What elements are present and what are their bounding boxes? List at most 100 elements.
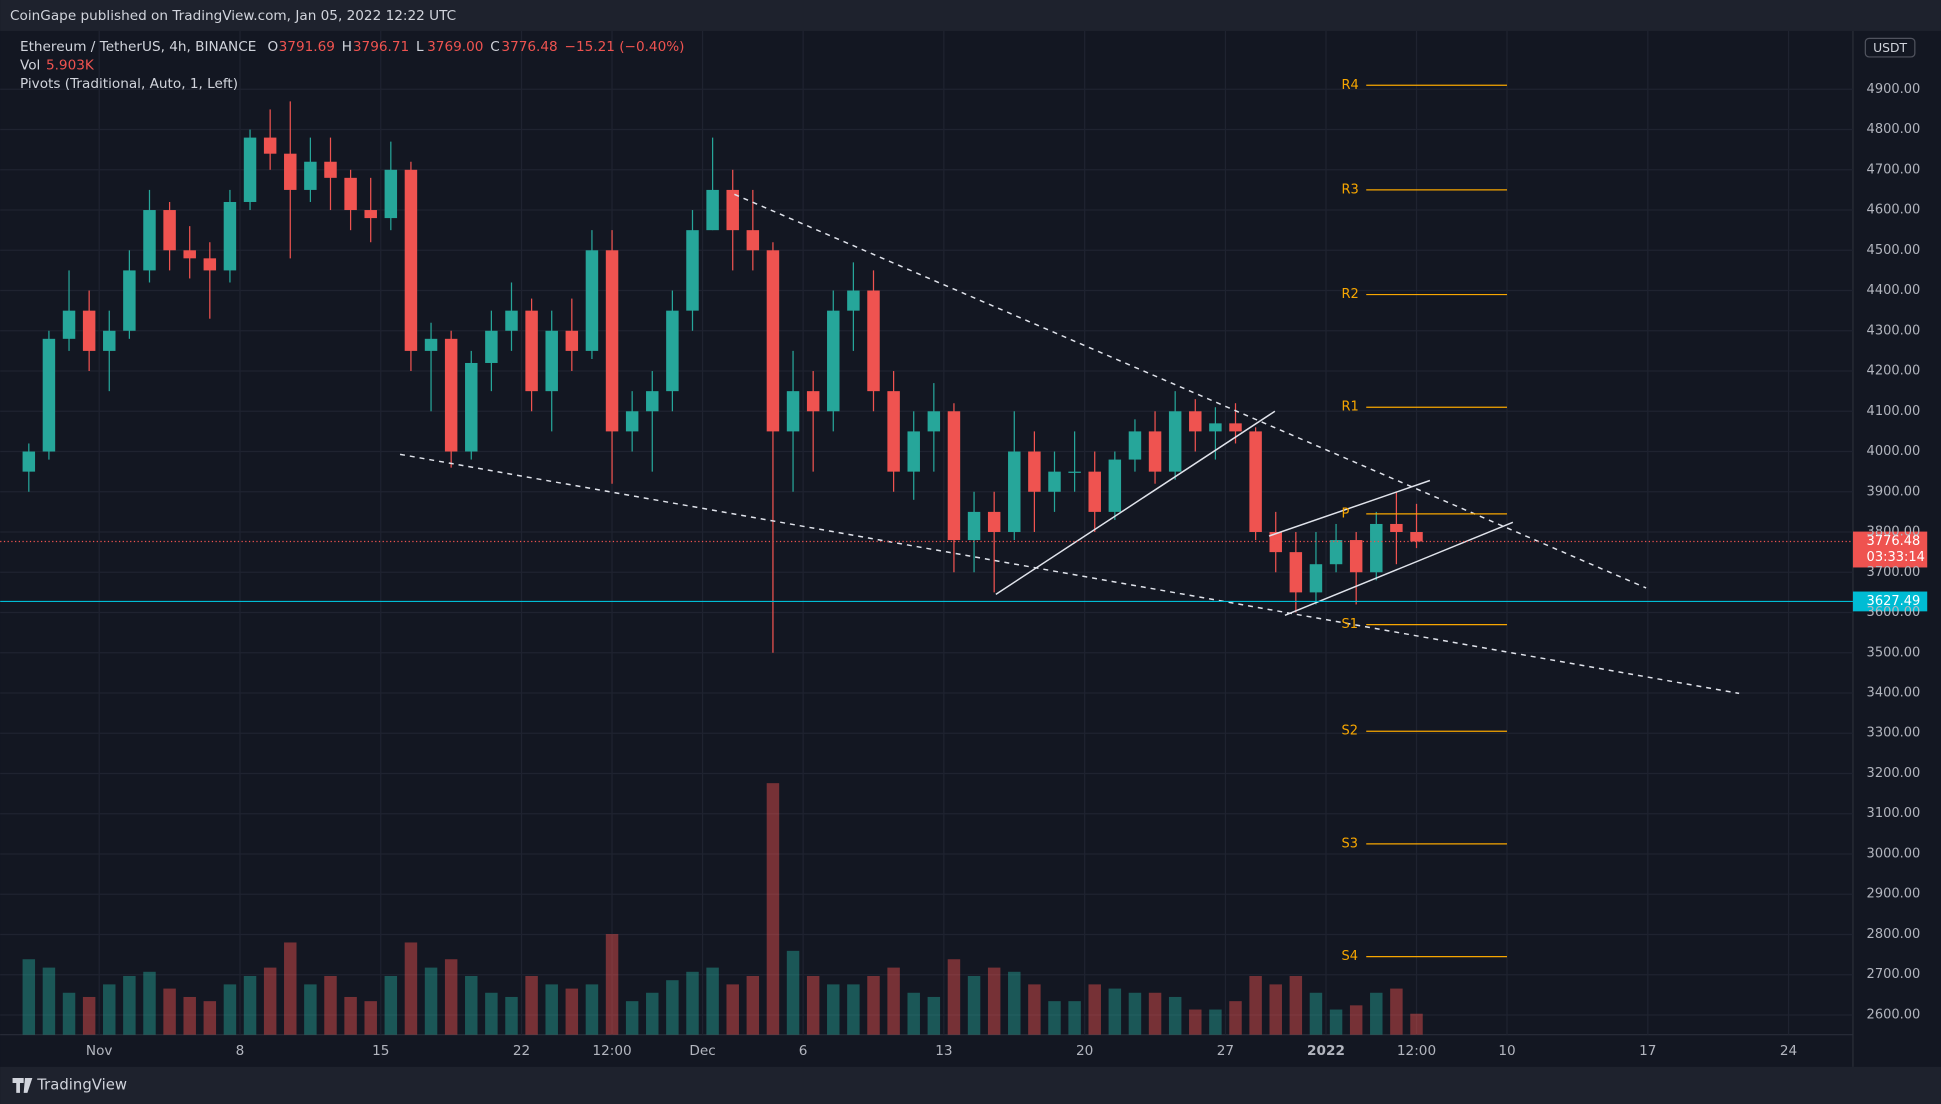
top-bar — [0, 0, 1941, 31]
candle-body — [1108, 459, 1122, 512]
volume-bar — [1370, 992, 1383, 1035]
candle-body — [646, 391, 659, 412]
volume-bar — [505, 996, 518, 1035]
candle-body — [163, 210, 176, 251]
candle-body — [847, 290, 860, 311]
candle-body — [1168, 411, 1182, 472]
candle-body — [947, 411, 961, 541]
volume-bar — [1068, 1001, 1081, 1035]
legend: Ethereum / TetherUS, 4h, BINANCE O 3791.6… — [20, 39, 685, 92]
volume-bar — [1309, 992, 1323, 1035]
volume-bar — [786, 950, 800, 1035]
y-tick-label: 3100.00 — [1867, 806, 1921, 821]
candle-body — [485, 330, 498, 363]
volume-bar — [1229, 1001, 1242, 1035]
last-price-badge — [1852, 531, 1928, 568]
candle-body — [444, 338, 458, 452]
pivot-label: S2 — [1341, 724, 1358, 739]
volume-bar — [284, 942, 297, 1035]
candles — [22, 101, 1423, 653]
y-tick-label: 3700.00 — [1867, 565, 1921, 580]
volume-bar — [666, 980, 679, 1035]
axes: 2600.00 2700.00 2800.00 2900.00 3000.00 3100.… — [86, 82, 1920, 1059]
support-badge — [1852, 591, 1928, 612]
symbol: Ethereum / TetherUS, 4h, BINANCE — [20, 39, 256, 55]
candle-body — [907, 431, 920, 472]
pivot-label: S1 — [1341, 617, 1358, 632]
vol-value: 5.903K — [46, 58, 95, 74]
volume-bar — [525, 976, 538, 1035]
y-tick-label: 4500.00 — [1867, 243, 1921, 258]
pivot-label: S4 — [1341, 949, 1358, 964]
trendline — [399, 453, 1740, 695]
candle-body — [324, 161, 337, 178]
pivot-label: R1 — [1341, 400, 1358, 415]
volume-bar — [847, 984, 860, 1035]
volume-bar — [706, 967, 719, 1035]
x-tick-label: 27 — [1217, 1043, 1234, 1059]
candle-body — [243, 137, 257, 202]
candle-body — [1088, 471, 1101, 512]
ohlc-value: 3776.48 — [501, 39, 557, 55]
candle-body — [1189, 411, 1202, 432]
candle-body — [1390, 523, 1403, 533]
y-tick-label: 4900.00 — [1867, 82, 1921, 97]
publisher: CoinGape published on TradingView.com, J… — [10, 8, 456, 24]
ohlc-value: 3791.69 — [279, 39, 335, 55]
candle-body — [927, 411, 941, 432]
candle-body — [364, 210, 377, 219]
volume-bar — [545, 984, 558, 1035]
x-tick-label: 24 — [1780, 1043, 1797, 1059]
x-tick-label: 13 — [935, 1043, 952, 1059]
candle-body — [867, 290, 880, 392]
y-tick-label: 2900.00 — [1867, 887, 1921, 902]
candle-body — [706, 189, 719, 231]
volume-bar — [62, 992, 76, 1035]
candle-body — [62, 310, 76, 339]
candle-body — [525, 310, 538, 392]
ohlc-value: 3769.00 — [427, 39, 483, 55]
y-tick-label: 3900.00 — [1867, 484, 1921, 499]
trendline — [1284, 521, 1514, 617]
volume-bar — [1269, 984, 1282, 1035]
pivots-label: Pivots (Traditional, Auto, 1, Left) — [20, 76, 238, 92]
vol-label: Vol — [20, 58, 40, 74]
volume-bar — [1128, 992, 1142, 1035]
candle-body — [1410, 532, 1423, 542]
candle-body — [404, 169, 418, 351]
candle-body — [505, 310, 518, 331]
volume-bar — [465, 976, 478, 1035]
candle-body — [766, 250, 780, 432]
x-tick-label: 22 — [513, 1043, 530, 1059]
pivot-label: R4 — [1341, 78, 1358, 93]
volume-bar — [585, 984, 599, 1035]
candle-body — [827, 310, 840, 412]
volume-bar — [927, 996, 941, 1035]
ohlc-value: 3796.71 — [353, 39, 409, 55]
candle-body — [42, 338, 56, 452]
x-tick-label: 12:00 — [1397, 1043, 1436, 1059]
change: −15.21 (−0.40%) — [565, 39, 685, 55]
brand[interactable]: TradingView — [36, 1075, 127, 1093]
candle-body — [344, 177, 357, 211]
volume-bar — [907, 992, 920, 1035]
volume-bar — [1410, 1013, 1423, 1035]
candle-body — [1329, 540, 1343, 565]
candle-body — [465, 362, 478, 452]
volume-bar — [163, 988, 176, 1035]
volume-bar — [887, 967, 900, 1035]
pivot-label: R2 — [1341, 287, 1358, 302]
candle-body — [565, 330, 579, 351]
volume-bar — [485, 992, 498, 1035]
currency-badge[interactable] — [1864, 37, 1916, 58]
trendline — [1268, 479, 1431, 537]
candle-body — [1249, 431, 1262, 533]
volume-bar — [1249, 976, 1262, 1035]
candle-body — [1128, 431, 1142, 460]
y-tick-label: 4400.00 — [1867, 283, 1921, 298]
volume-bar — [746, 976, 760, 1035]
volume-bar — [1048, 1001, 1061, 1035]
